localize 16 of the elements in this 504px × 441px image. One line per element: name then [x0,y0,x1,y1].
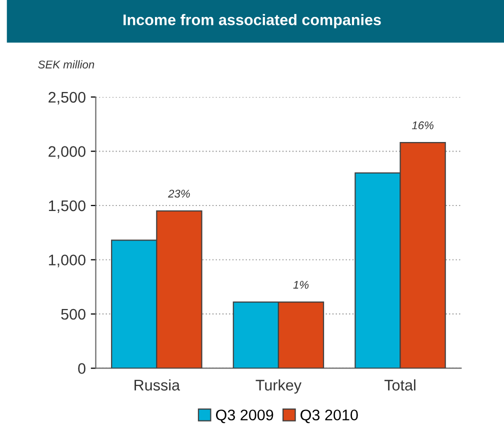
y-tick-label: 1,500 [48,200,86,213]
legend-label: Q3 2009 [216,410,274,424]
y-tick-label: 2,500 [48,92,86,105]
x-tick-label: Russia [134,379,180,391]
y-tick-label: 2,000 [48,146,86,159]
chart-title: Income from associated companies [124,14,381,28]
legend-label: Q3 2010 [300,410,358,424]
y-tick-label: 500 [61,308,86,320]
y-tick-label: 0 [78,363,86,374]
x-tick-label: Turkey [256,379,302,394]
annotation: 16% [412,121,434,130]
y-tick-label: 1,000 [48,254,86,268]
y-axis-title: SEK million [38,60,94,68]
annotation: 23% [168,190,190,198]
x-tick-label: Total [384,379,416,391]
annotation: 1% [293,280,309,289]
